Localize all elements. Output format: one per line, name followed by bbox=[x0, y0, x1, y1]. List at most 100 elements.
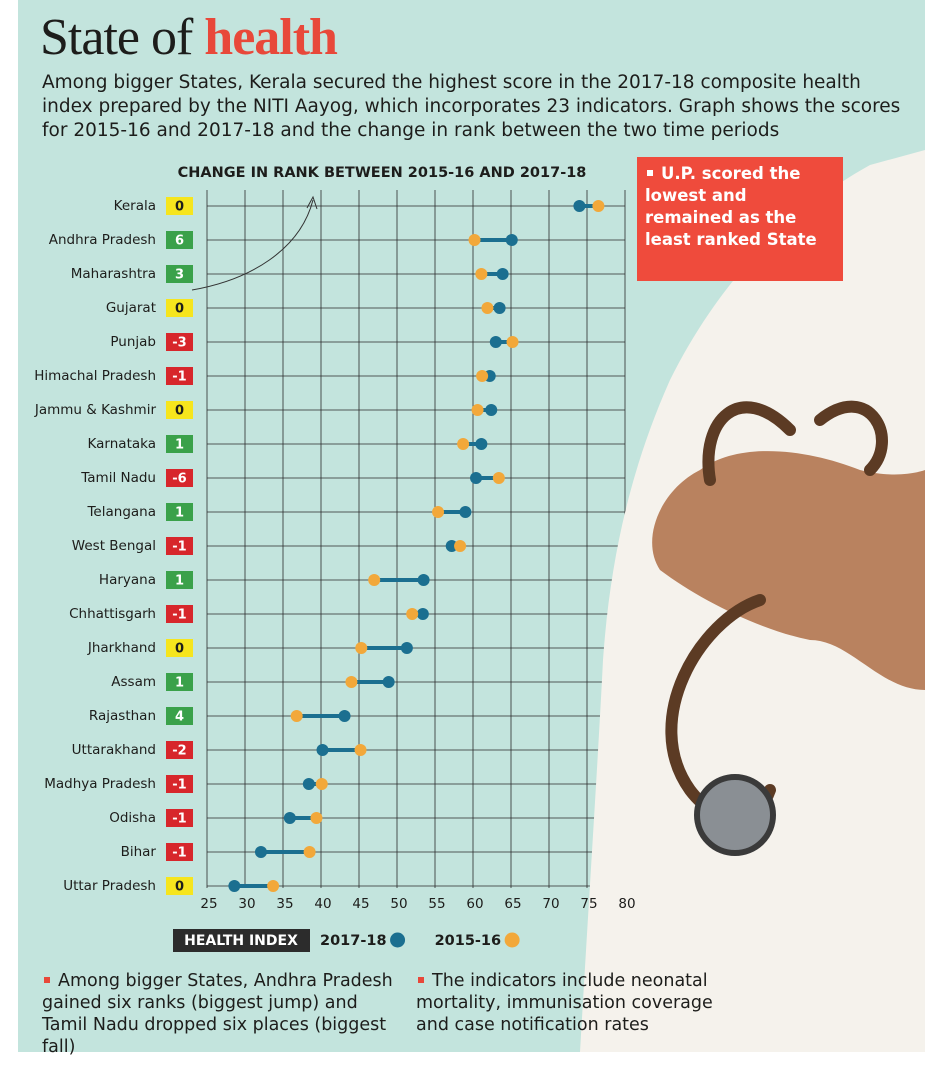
category-label: Punjab bbox=[110, 334, 156, 350]
dot bbox=[304, 846, 316, 858]
grid bbox=[207, 190, 625, 888]
x-tick-label: 75 bbox=[580, 896, 597, 912]
bullet bbox=[44, 977, 50, 983]
rank-change: 0 bbox=[175, 880, 184, 895]
x-tick-label: 60 bbox=[466, 896, 483, 912]
dot bbox=[490, 336, 502, 348]
rank-change: -1 bbox=[172, 540, 186, 555]
note: The indicators include neonatal mortalit… bbox=[416, 970, 716, 1036]
category-label: Rajasthan bbox=[89, 708, 156, 724]
bullet bbox=[647, 170, 653, 176]
category-label: Telangana bbox=[86, 504, 156, 520]
dot bbox=[485, 404, 497, 416]
x-tick-label: 50 bbox=[390, 896, 407, 912]
note: Among bigger States, Andhra Pradesh gain… bbox=[42, 970, 408, 1058]
headline-part: health bbox=[204, 9, 337, 66]
rank-change: -1 bbox=[172, 608, 186, 623]
dot bbox=[316, 778, 328, 790]
dot bbox=[284, 812, 296, 824]
category-label: Kerala bbox=[114, 198, 156, 214]
x-tick-label: 70 bbox=[542, 896, 559, 912]
dot bbox=[255, 846, 267, 858]
dot bbox=[368, 574, 380, 586]
legend-swatch bbox=[505, 933, 520, 948]
x-tick-label: 30 bbox=[238, 896, 255, 912]
rank-change: 1 bbox=[175, 574, 184, 589]
category-label: Bihar bbox=[121, 844, 157, 860]
category-label: Uttarakhand bbox=[72, 742, 156, 758]
category-label: West Bengal bbox=[72, 538, 156, 554]
category-label: Jharkhand bbox=[87, 640, 156, 656]
rank-change: -2 bbox=[172, 744, 186, 759]
dot bbox=[401, 642, 413, 654]
dot bbox=[267, 880, 279, 892]
x-tick-label: 40 bbox=[314, 896, 331, 912]
rank-change: 0 bbox=[175, 404, 184, 419]
category-label: Odisha bbox=[109, 810, 156, 826]
x-axis-label: HEALTH INDEX bbox=[184, 933, 298, 949]
x-tick-label: 55 bbox=[428, 896, 445, 912]
rank-change: -1 bbox=[172, 778, 186, 793]
rank-change: -1 bbox=[172, 846, 186, 861]
category-label: Karnataka bbox=[88, 436, 156, 452]
dot bbox=[317, 744, 329, 756]
dot bbox=[573, 200, 585, 212]
stethoscope-chest bbox=[697, 777, 773, 853]
dot bbox=[494, 302, 506, 314]
rank-change: 0 bbox=[175, 302, 184, 317]
category-label: Maharashtra bbox=[71, 266, 156, 282]
legend-label: 2017-18 bbox=[320, 933, 387, 949]
dot bbox=[592, 200, 604, 212]
note-text: The indicators include neonatal mortalit… bbox=[416, 971, 713, 1035]
headline-part: State of bbox=[40, 9, 192, 66]
dot bbox=[469, 234, 481, 246]
bullet bbox=[418, 977, 424, 983]
dot bbox=[355, 744, 367, 756]
rank-change: 0 bbox=[175, 642, 184, 657]
category-label: Jammu & Kashmir bbox=[34, 402, 157, 418]
rank-change: 1 bbox=[175, 506, 184, 521]
dot bbox=[228, 880, 240, 892]
dot bbox=[383, 676, 395, 688]
arrow bbox=[192, 200, 313, 290]
dot bbox=[506, 234, 518, 246]
rank-change: -1 bbox=[172, 370, 186, 385]
dot bbox=[303, 778, 315, 790]
rank-change: -1 bbox=[172, 812, 186, 827]
dot bbox=[310, 812, 322, 824]
dot bbox=[339, 710, 351, 722]
dot bbox=[475, 438, 487, 450]
rank-change: 3 bbox=[175, 268, 184, 283]
dot bbox=[418, 574, 430, 586]
category-label: Andhra Pradesh bbox=[49, 232, 156, 248]
legend-swatch bbox=[390, 933, 405, 948]
dot bbox=[507, 336, 519, 348]
dot bbox=[481, 302, 493, 314]
intro: Among bigger States, Kerala secured the … bbox=[42, 71, 902, 143]
dot bbox=[454, 540, 466, 552]
category-label: Madhya Pradesh bbox=[44, 776, 156, 792]
category-label: Tamil Nadu bbox=[80, 470, 156, 486]
x-tick-label: 25 bbox=[200, 896, 217, 912]
dot bbox=[417, 608, 429, 620]
x-tick-label: 35 bbox=[276, 896, 293, 912]
category-label: Haryana bbox=[99, 572, 156, 588]
rank-change: 6 bbox=[175, 234, 184, 249]
callout-text: U.P. scored the lowest and remained as t… bbox=[645, 164, 817, 249]
category-label: Himachal Pradesh bbox=[34, 368, 156, 384]
rank-change: 1 bbox=[175, 676, 184, 691]
rank-change: 4 bbox=[175, 710, 184, 725]
rank-change: -6 bbox=[172, 472, 186, 487]
category-label: Assam bbox=[111, 674, 156, 690]
category-label: Gujarat bbox=[106, 300, 156, 316]
x-tick-label: 65 bbox=[504, 896, 521, 912]
dot bbox=[493, 472, 505, 484]
rank-change: 1 bbox=[175, 438, 184, 453]
dot bbox=[432, 506, 444, 518]
category-label: Chhattisgarh bbox=[69, 606, 156, 622]
callout: U.P. scored the lowest and remained as t… bbox=[637, 157, 843, 281]
category-label: Uttar Pradesh bbox=[63, 878, 156, 894]
rank-change: -3 bbox=[172, 336, 186, 351]
dot bbox=[497, 268, 509, 280]
